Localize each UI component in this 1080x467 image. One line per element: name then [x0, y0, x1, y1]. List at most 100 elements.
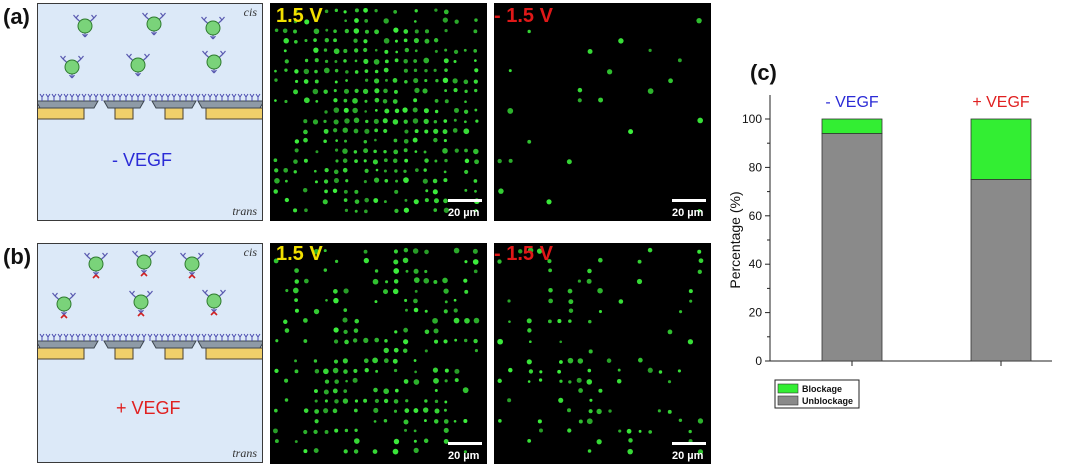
fluorescent-spot: [618, 299, 624, 304]
micrograph-b-positive: 1.5 V 20 µm: [270, 243, 487, 464]
fluorescent-spot: [413, 199, 419, 205]
antibody-icon: [75, 93, 81, 101]
fluorescent-spot: [294, 69, 299, 74]
fluorescent-spot: [412, 137, 418, 143]
fluorescent-spot: [596, 439, 602, 445]
fluorescent-spot: [383, 418, 388, 423]
fluorescent-spot: [414, 150, 418, 153]
fluorescent-spot: [403, 38, 408, 43]
antibody-icon: [63, 333, 69, 341]
fluorescent-spot: [443, 9, 449, 15]
fluorescent-spot: [365, 119, 369, 124]
fluorescent-spot: [444, 29, 448, 33]
fluorescent-spot: [374, 88, 380, 94]
scale-bar: [448, 442, 482, 445]
antibody-icon: [255, 333, 261, 341]
fluorescent-spot: [274, 28, 279, 33]
fluorescent-spot: [497, 259, 502, 264]
fluorescent-spot: [528, 340, 532, 344]
fluorescent-spot: [364, 128, 370, 134]
fluorescent-spot: [393, 27, 399, 33]
fluorescent-spot: [303, 408, 309, 413]
fluorescent-spot: [422, 407, 429, 413]
fluorescent-spot: [333, 359, 339, 364]
fluorescent-spot: [415, 168, 419, 172]
fluorescent-spot: [578, 419, 583, 424]
fluorescent-spot: [364, 19, 369, 23]
fluorescent-spot: [322, 199, 328, 205]
bar-blockage: [821, 118, 883, 134]
molecule-icon: [202, 50, 226, 74]
fluorescent-spot: [402, 257, 409, 264]
antibody-icon: [219, 93, 225, 101]
bar-unblockage: [970, 179, 1032, 362]
y-tick-label: 40: [749, 257, 763, 271]
antibody-icon: [171, 333, 177, 341]
fluorescent-spot: [598, 309, 603, 314]
fluorescent-spot: [464, 317, 470, 324]
fluorescent-spot: [678, 310, 683, 314]
fluorescent-spot: [343, 98, 348, 103]
antibody-icon: [147, 93, 153, 101]
fluorescent-spot: [413, 277, 420, 283]
fluorescent-spot: [403, 419, 409, 425]
molecule-icon: [142, 12, 166, 36]
fluorescent-spot: [568, 308, 574, 313]
fluorescent-spot: [314, 58, 319, 63]
legend-label: Unblockage: [802, 396, 853, 406]
fluorescent-spot: [285, 288, 289, 293]
fluorescent-spot: [332, 367, 339, 374]
fluorescent-spot: [443, 408, 447, 412]
fluorescent-spot: [463, 48, 467, 52]
fluorescent-spot: [497, 338, 503, 345]
fluorescent-spot: [393, 138, 398, 143]
fluorescent-spot: [324, 189, 328, 194]
fluorescent-spot: [304, 38, 308, 43]
fluorescent-spot: [443, 119, 448, 123]
fluorescent-spot: [443, 309, 448, 314]
fluorescent-spot: [334, 428, 339, 433]
fluorescent-spot: [312, 88, 319, 95]
antibody-icon: [105, 333, 111, 341]
fluorescent-spot: [363, 358, 369, 364]
fluorescent-spot: [558, 397, 564, 403]
fluorescent-spot: [313, 28, 320, 35]
fluorescent-spot: [353, 38, 358, 43]
fluorescent-spot: [274, 408, 278, 413]
fluorescent-spot: [343, 389, 348, 393]
fluorescent-spot: [363, 337, 369, 343]
fluorescent-spot: [473, 79, 478, 84]
fluorescent-spot: [454, 368, 460, 374]
fluorescent-spot: [343, 10, 347, 14]
fluorescent-spot: [463, 120, 467, 124]
fluorescent-spot: [598, 257, 603, 263]
fluorescent-spot: [353, 408, 358, 413]
antibody-icon: [189, 333, 195, 341]
antibody-icon: [69, 93, 75, 101]
fluorescent-spot: [608, 409, 612, 413]
fluorescent-spot: [334, 68, 339, 73]
gold-support: [38, 107, 85, 120]
fluorescent-spot: [538, 378, 543, 382]
fluorescent-spot: [413, 59, 418, 63]
fluorescent-spot: [324, 9, 329, 14]
fluorescent-spot: [283, 167, 289, 173]
fluorescent-spot: [363, 257, 369, 264]
gold-support: [114, 347, 134, 360]
fluorescent-spot: [404, 158, 409, 163]
antibody-icon: [237, 333, 243, 341]
fluorescent-spot: [697, 209, 702, 213]
fluorescent-spot: [364, 69, 369, 73]
fluorescent-spot: [323, 389, 329, 395]
fluorescent-spot: [313, 389, 318, 394]
antibody-icon: [231, 333, 237, 341]
fluorescent-spot: [353, 28, 360, 34]
fluorescent-spot: [403, 68, 408, 73]
fluorescent-spot: [332, 188, 338, 193]
fluorescent-spot: [273, 158, 278, 163]
antibody-icon: [225, 333, 231, 341]
fluorescent-spot: [324, 167, 329, 173]
fluorescent-spot: [547, 259, 552, 264]
fluorescent-spot: [454, 378, 459, 383]
fluorescent-spot: [443, 207, 450, 213]
